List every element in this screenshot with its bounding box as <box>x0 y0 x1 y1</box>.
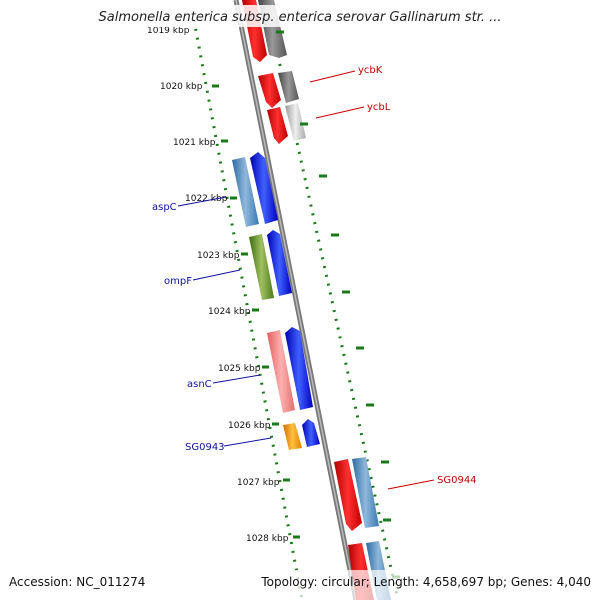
tick-label-1023: 1023 kbp <box>197 251 240 261</box>
tick-label-1021: 1021 kbp <box>173 138 216 148</box>
tick-label-1022: 1022 kbp <box>185 194 228 204</box>
gene-feature-ycbL <box>285 103 306 141</box>
tick-label-1024: 1024 kbp <box>208 307 251 317</box>
gene-features <box>232 0 391 600</box>
tick-label-1026: 1026 kbp <box>228 421 271 431</box>
gene-feature-aspC <box>232 157 259 227</box>
gene-feature-SG0944 <box>334 459 362 531</box>
map-title: Salmonella enterica subsp. enterica sero… <box>99 10 502 25</box>
gene-feature-ompF-forward <box>267 230 292 296</box>
gene-feature-ompF <box>249 234 274 300</box>
gene-feature-SG0944-steel <box>352 457 379 528</box>
tick-label-1028: 1028 kbp <box>246 534 289 544</box>
topology-label: Topology: circular; Length: 4,658,697 bp… <box>260 575 591 589</box>
gene-label-aspC: aspC <box>152 202 177 213</box>
tick-label-1019: 1019 kbp <box>147 26 190 36</box>
gene-feature-SG0943-forward <box>302 419 320 447</box>
gene-label-asnC: asnC <box>187 379 212 390</box>
gene-label-ycbL: ycbL <box>367 102 391 113</box>
gene-label-ycbK: ycbK <box>358 65 383 76</box>
gene-feature-ycbK <box>278 71 299 103</box>
axis-tick-labels: 1019 kbp 1020 kbp 1021 kbp 1022 kbp 1023… <box>147 26 289 544</box>
tick-label-1025: 1025 kbp <box>218 364 261 374</box>
gene-feature-ycbK-red <box>258 73 281 108</box>
gene-label-SG0943: SG0943 <box>185 442 225 453</box>
inner-ruler-ticks <box>212 84 300 539</box>
gene-label-SG0944: SG0944 <box>437 475 477 486</box>
tick-label-1020: 1020 kbp <box>160 82 203 92</box>
gene-labels: ycbK ycbL aspC ompF asnC SG0943 SG0944 <box>152 65 477 490</box>
gene-label-ompF: ompF <box>164 276 192 287</box>
gene-feature-aspC-forward <box>250 152 278 224</box>
accession-label: Accession: NC_011274 <box>9 575 145 589</box>
outer-ruler-ticks <box>276 30 400 579</box>
gene-feature-asnC <box>267 330 295 413</box>
gene-feature-SG0943 <box>283 423 302 450</box>
gene-feature-asnC-forward <box>285 327 313 410</box>
gene-feature-ycbL-red <box>267 107 288 144</box>
tick-label-1027: 1027 kbp <box>237 478 280 488</box>
